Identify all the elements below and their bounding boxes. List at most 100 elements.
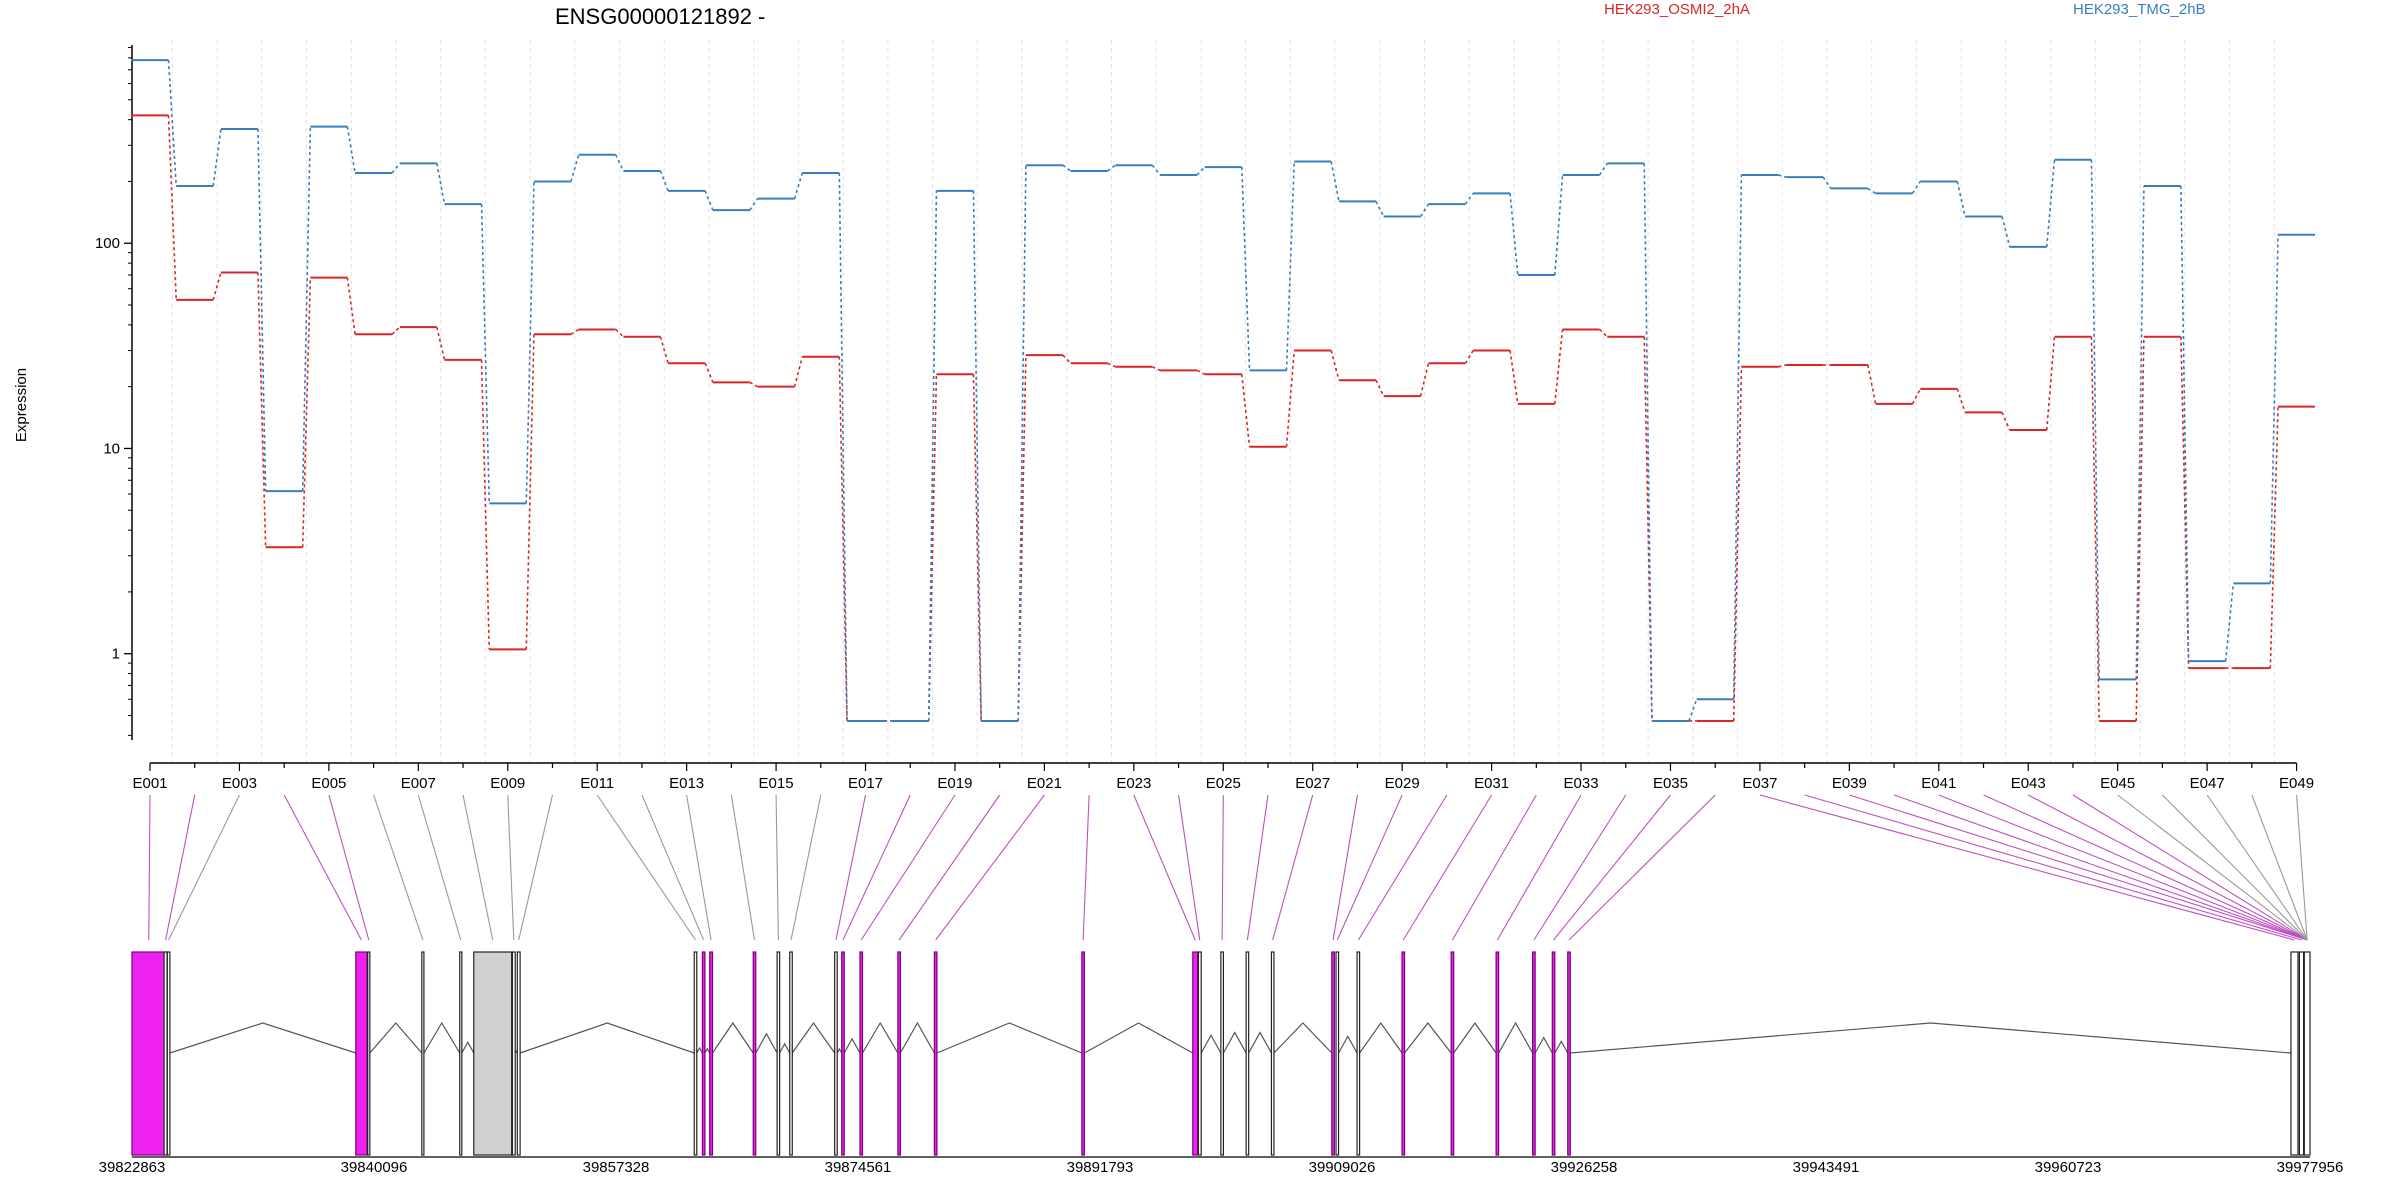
exon-box: [163, 951, 168, 1156]
exon-box: [516, 951, 521, 1156]
x-tick-label: E031: [1474, 775, 1509, 792]
exon-box: [859, 951, 864, 1156]
series-connector: [1151, 366, 1161, 372]
series-connector: [1196, 166, 1206, 176]
series-connector: [1419, 203, 1430, 217]
x-tick-label: E045: [2100, 775, 2135, 792]
x-tick-label: E017: [848, 775, 883, 792]
exon-connector: [1451, 794, 1537, 941]
series-connector: [570, 154, 580, 182]
series-connector: [927, 374, 938, 722]
series-connector: [257, 129, 267, 492]
series-connector: [1240, 167, 1251, 371]
series-connector: [1867, 364, 1877, 404]
series-connector: [167, 115, 178, 300]
x-tick-label: E027: [1295, 775, 1330, 792]
intron-line: [791, 1021, 836, 1054]
intron-line: [899, 1021, 935, 1054]
series-connector: [838, 356, 848, 722]
series-connector: [2135, 186, 2145, 680]
x-tick-label: E013: [669, 775, 704, 792]
series-2: [131, 59, 2316, 722]
exon-connector: [1849, 794, 2308, 941]
series-connector: [1688, 698, 1698, 722]
series-connector: [972, 190, 982, 721]
intron-line: [704, 1047, 711, 1054]
series-connector: [972, 374, 982, 722]
series-connector: [793, 356, 804, 387]
intron-line: [1084, 1022, 1194, 1054]
chart-title: ENSG00000121892 -: [555, 4, 765, 29]
exon-box: [459, 951, 463, 1156]
intron-line: [836, 1047, 843, 1054]
exon-box: [752, 951, 757, 1156]
exon-connector: [148, 794, 151, 941]
y-tick-label: 10: [103, 440, 120, 457]
x-tick-label: E021: [1027, 775, 1062, 792]
plot-area: 1 10 100 E001 E003 E005 E007 E009 E011 E013 E015 E0…: [95, 40, 2316, 792]
series-connector: [391, 326, 401, 335]
exon-connector: [2072, 794, 2308, 941]
intron-line: [779, 1042, 791, 1054]
exon-box: [1197, 951, 1202, 1156]
intron-line: [1248, 1031, 1272, 1054]
exon-connector: [1402, 794, 1493, 941]
genomic-coordinate-label: 39822863: [99, 1159, 166, 1176]
exon-connector: [1983, 794, 2308, 941]
exon-box: [834, 951, 838, 1156]
exon-connector: [2206, 794, 2308, 941]
exon-connector: [1178, 794, 1201, 941]
x-tick-label: E037: [1742, 775, 1777, 792]
exon-connector: [775, 794, 779, 941]
intron-line: [1534, 1036, 1553, 1054]
series-connector: [1732, 366, 1743, 722]
exon-connector: [1553, 794, 1671, 941]
series-connector: [927, 190, 938, 721]
series-connector: [1867, 187, 1877, 195]
exon-box: [1551, 951, 1556, 1156]
series-connector: [257, 272, 267, 548]
x-tick-label: E025: [1206, 775, 1241, 792]
exon-connector: [2162, 794, 2308, 941]
exon-connector: [518, 794, 554, 941]
exon-box: [789, 951, 793, 1156]
exon-connector: [686, 794, 712, 941]
exon-connector: [1938, 794, 2308, 941]
exon-connector: [835, 794, 867, 941]
series-connector: [1107, 164, 1116, 172]
series-connector: [1509, 350, 1519, 404]
series-connector: [1196, 369, 1206, 375]
genomic-coordinate-label: 39909026: [1309, 1159, 1376, 1176]
genomic-coordinate-label: 39874561: [825, 1159, 892, 1176]
intron-line: [1554, 1040, 1569, 1054]
exon-connector: [373, 794, 424, 941]
exon-connector: [898, 794, 1001, 941]
series-connector: [1375, 379, 1385, 397]
series-connector: [2090, 336, 2100, 722]
series-connector: [1822, 176, 1832, 189]
exon-connector: [1568, 794, 1716, 941]
series-connector: [1464, 192, 1474, 205]
series-connector: [570, 328, 580, 335]
legend-label-series-1: HEK293_OSMI2_2hA: [1604, 1, 1750, 18]
exon-box: [421, 951, 425, 1156]
exon-connector: [462, 794, 494, 941]
exon-box: [776, 951, 781, 1156]
series-connector: [391, 162, 401, 174]
exon-connector: [2296, 794, 2308, 941]
exon-connector: [790, 794, 822, 941]
exon-box: [701, 951, 706, 1156]
exon-box: [1220, 951, 1224, 1156]
series-connector: [346, 126, 356, 174]
series-connector: [1643, 163, 1653, 721]
exon-connector: [730, 794, 756, 941]
series-connector: [1464, 350, 1474, 364]
series-connector: [1062, 164, 1072, 172]
x-tick-label: E043: [2011, 775, 2046, 792]
exon-box: [2298, 951, 2305, 1156]
exon-box: [1331, 951, 1335, 1156]
intron-line: [1570, 1022, 2292, 1054]
exon-connector: [1272, 794, 1314, 941]
exon-box: [1401, 951, 1406, 1156]
exon-connector: [1082, 794, 1090, 941]
